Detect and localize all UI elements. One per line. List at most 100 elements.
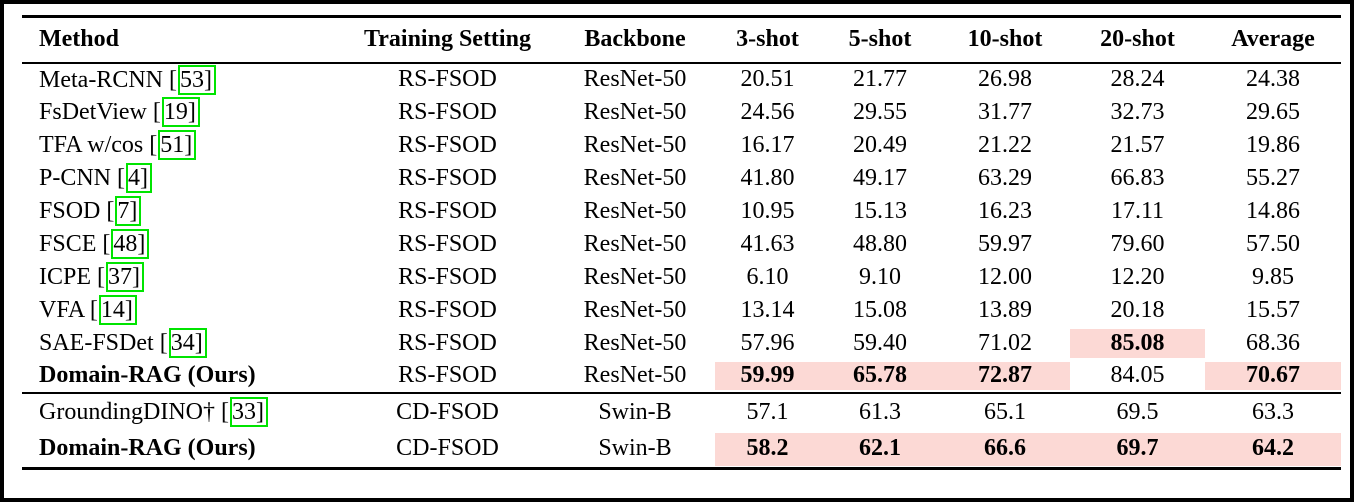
- method-cell: Domain-RAG (Ours): [22, 360, 340, 393]
- value-cell: 41.80: [740, 164, 795, 191]
- table-row: FSOD [7] RS-FSOD ResNet-50 10.95 15.13 16.23 1…: [22, 195, 1341, 228]
- value-cell: 14.86: [1246, 197, 1300, 224]
- value-cell: 85.08: [1070, 327, 1205, 360]
- value-cell: 21.22: [978, 131, 1032, 158]
- citation-link[interactable]: 37]: [106, 262, 145, 292]
- value-cell: 57.1: [746, 398, 789, 425]
- table-row: VFA [14] RS-FSOD ResNet-50 13.14 15.08 13.89 2…: [22, 294, 1341, 327]
- value-cell: 58.2: [715, 431, 820, 469]
- header-training-setting: Training Setting: [364, 26, 531, 53]
- value-cell: 65.78: [820, 360, 940, 393]
- citation-link[interactable]: 4]: [126, 163, 153, 193]
- method-cell: TFA w/cos [51]: [22, 129, 340, 162]
- method-name: P-CNN: [39, 165, 112, 191]
- backbone-cell: ResNet-50: [583, 230, 687, 257]
- header-backbone: Backbone: [584, 26, 686, 53]
- table-row: Domain-RAG (Ours) CD-FSOD Swin-B 58.2 62.1 66…: [22, 431, 1341, 469]
- value-cell: 28.24: [1110, 66, 1165, 92]
- table-section-cd-fsod: GroundingDINO† [33] CD-FSOD Swin-B 57.1 61.3…: [22, 392, 1341, 469]
- table-row: GroundingDINO† [33] CD-FSOD Swin-B 57.1 61.3…: [22, 393, 1341, 431]
- value-cell: 17.11: [1110, 197, 1165, 224]
- value-cell: 62.1: [820, 431, 940, 469]
- method-cell: FsDetView [19]: [22, 96, 340, 129]
- value-cell: 15.57: [1246, 296, 1300, 323]
- value-cell: 20.51: [740, 66, 795, 92]
- citation-link[interactable]: 51]: [158, 130, 197, 160]
- method-cell: FSCE [48]: [22, 228, 340, 261]
- setting-cell: CD-FSOD: [396, 435, 499, 462]
- value-cell: 29.65: [1246, 98, 1300, 125]
- method-cell: GroundingDINO† [33]: [22, 393, 340, 431]
- header-row: Method Training Setting Backbone 3-shot …: [22, 17, 1341, 63]
- method-name: FSOD: [39, 198, 101, 224]
- value-cell: 20.49: [853, 131, 907, 158]
- method-name: Domain-RAG (Ours): [39, 435, 256, 462]
- citation-link[interactable]: 53]: [177, 64, 216, 95]
- header-method: Method: [39, 26, 119, 53]
- table-row: P-CNN [4] RS-FSOD ResNet-50 41.80 49.17 63.29…: [22, 162, 1341, 195]
- value-cell: 84.05: [1110, 362, 1165, 388]
- setting-cell: RS-FSOD: [398, 197, 497, 224]
- method-name: FsDetView: [39, 99, 147, 125]
- table-header: Method Training Setting Backbone 3-shot …: [22, 17, 1341, 63]
- citation-link[interactable]: 33]: [229, 397, 268, 427]
- method-cell: VFA [14]: [22, 294, 340, 327]
- value-cell: 59.97: [978, 230, 1032, 257]
- value-cell: 63.3: [1252, 398, 1294, 425]
- citation-open-bracket: [: [214, 399, 229, 425]
- header-5-shot: 5-shot: [848, 26, 912, 53]
- value-cell: 13.89: [978, 296, 1032, 323]
- value-cell: 41.63: [740, 230, 795, 257]
- backbone-cell: ResNet-50: [583, 164, 687, 191]
- value-cell: 59.40: [853, 329, 907, 356]
- value-cell: 16.17: [740, 131, 795, 158]
- results-table: Method Training Setting Backbone 3-shot …: [22, 15, 1341, 470]
- method-name: SAE-FSDet: [39, 330, 154, 356]
- backbone-cell: Swin-B: [598, 435, 672, 462]
- value-cell: 61.3: [859, 398, 901, 425]
- value-cell: 24.38: [1246, 66, 1300, 92]
- citation-link[interactable]: 7]: [115, 196, 142, 226]
- setting-cell: CD-FSOD: [396, 398, 499, 425]
- backbone-cell: ResNet-50: [583, 66, 687, 92]
- table-row: Meta-RCNN [53] RS-FSOD ResNet-50 20.51 21.77…: [22, 63, 1341, 96]
- setting-cell: RS-FSOD: [398, 263, 497, 290]
- method-name: VFA: [39, 297, 84, 323]
- value-cell: 68.36: [1246, 329, 1300, 356]
- method-name: Meta-RCNN: [39, 66, 163, 93]
- method-name: Domain-RAG (Ours): [39, 362, 256, 388]
- table-row: ICPE [37] RS-FSOD ResNet-50 6.10 9.10 12.00 12…: [22, 261, 1341, 294]
- value-cell: 10.95: [740, 197, 795, 224]
- citation-open-bracket: [: [111, 165, 126, 191]
- citation-link[interactable]: 34]: [168, 328, 207, 358]
- value-cell: 59.99: [715, 360, 820, 393]
- citation-link[interactable]: 19]: [161, 97, 200, 127]
- value-cell: 55.27: [1246, 164, 1300, 191]
- citation-link[interactable]: 14]: [98, 295, 137, 325]
- table-row: FsDetView [19] RS-FSOD ResNet-50 24.56 29.55…: [22, 96, 1341, 129]
- setting-cell: RS-FSOD: [398, 98, 497, 125]
- value-cell: 9.85: [1252, 263, 1294, 290]
- value-cell: 57.50: [1246, 230, 1300, 257]
- value-cell: 70.67: [1205, 360, 1341, 393]
- value-cell: 29.55: [853, 98, 907, 125]
- header-10-shot: 10-shot: [967, 26, 1043, 53]
- value-cell: 16.23: [978, 197, 1032, 224]
- citation-open-bracket: [: [83, 297, 98, 323]
- setting-cell: RS-FSOD: [398, 329, 497, 356]
- setting-cell: RS-FSOD: [398, 66, 497, 92]
- value-cell: 49.17: [853, 164, 907, 191]
- method-cell: Domain-RAG (Ours): [22, 431, 340, 469]
- value-cell: 65.1: [984, 398, 1026, 425]
- backbone-cell: ResNet-50: [583, 329, 687, 356]
- citation-link[interactable]: 48]: [111, 229, 150, 259]
- value-cell: 12.00: [978, 263, 1032, 290]
- value-cell: 21.57: [1110, 131, 1165, 158]
- value-cell: 66.6: [940, 431, 1070, 469]
- citation-open-bracket: [: [91, 264, 106, 290]
- value-cell: 26.98: [978, 66, 1032, 92]
- backbone-cell: ResNet-50: [583, 131, 687, 158]
- value-cell: 32.73: [1110, 98, 1165, 125]
- backbone-cell: ResNet-50: [583, 362, 687, 388]
